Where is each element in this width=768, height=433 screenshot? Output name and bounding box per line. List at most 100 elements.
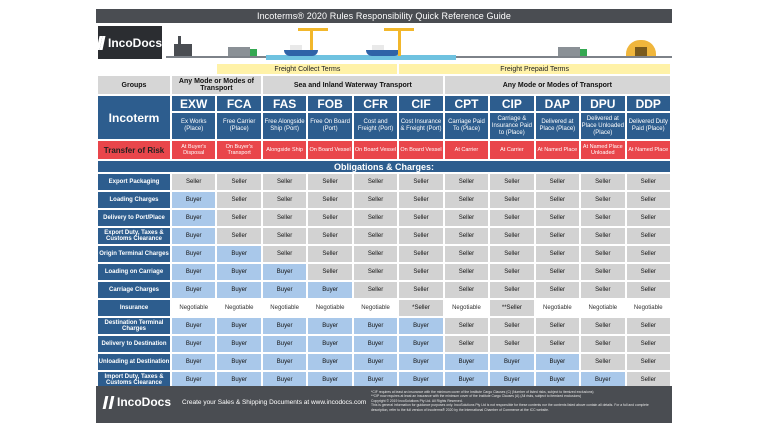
obligation-cell: Seller xyxy=(535,228,580,244)
obligation-cell: Buyer xyxy=(262,336,307,352)
obligation-cell: Negotiable xyxy=(581,300,625,316)
obligation-cell: Seller xyxy=(399,282,443,298)
obligation-cell: Buyer xyxy=(353,354,398,370)
obligation-cell: Seller xyxy=(399,264,443,280)
obligation-label: Loading on Carriage xyxy=(98,264,170,280)
obligation-label: Insurance xyxy=(98,300,170,316)
obligation-cell: Seller xyxy=(535,174,580,190)
risk-cell-fob: On Board Vessel xyxy=(308,141,352,159)
risk-cell-ddp: At Named Place xyxy=(626,141,670,159)
obligation-cell: Buyer xyxy=(217,372,261,388)
incoterm-desc-ddp: Delivered Duty Paid (Place) xyxy=(626,113,670,139)
obligation-cell: Buyer xyxy=(490,372,534,388)
incoterm-desc-dpu: Delivered at Place Unloaded (Place) xyxy=(581,113,625,139)
obligation-cell: Seller xyxy=(626,318,670,334)
obligation-label: Delivery to Destination xyxy=(98,336,170,352)
obligation-cell: Buyer xyxy=(262,282,307,298)
obligation-cell: Seller xyxy=(444,210,489,226)
obligation-cell: Seller xyxy=(444,228,489,244)
truck-icon xyxy=(228,47,250,56)
incoterm-desc-cif: Cost Insurance & Freight (Port) xyxy=(399,113,443,139)
obligation-cell: Seller xyxy=(353,246,398,262)
incoterm-desc-fas: Free Alongside Ship (Port) xyxy=(262,113,307,139)
obligation-cell: Seller xyxy=(444,174,489,190)
obligation-cell: Seller xyxy=(535,282,580,298)
obligation-cell: Buyer xyxy=(262,264,307,280)
obligation-cell: Seller xyxy=(535,318,580,334)
obligation-cell: Seller xyxy=(581,282,625,298)
banner: IncoDocs xyxy=(96,23,672,62)
obligation-cell: Buyer xyxy=(353,318,398,334)
obligation-cell: Buyer xyxy=(172,192,216,208)
obligation-cell: Buyer xyxy=(217,282,261,298)
groups-label: Groups xyxy=(98,76,170,94)
logo-text: IncoDocs xyxy=(108,35,163,50)
obligation-cell: Seller xyxy=(217,228,261,244)
obligation-cell: Seller xyxy=(353,192,398,208)
obligation-cell: Seller xyxy=(490,228,534,244)
chimney-icon xyxy=(178,36,181,44)
obligation-cell: Negotiable xyxy=(262,300,307,316)
footer: IncoDocs Create your Sales & Shipping Do… xyxy=(96,386,672,423)
risk-cell-cip: At Carrier xyxy=(490,141,534,159)
obligation-cell: Seller xyxy=(308,174,352,190)
sea-water xyxy=(266,55,456,60)
obligation-cell: Seller xyxy=(626,336,670,352)
obligation-row: Destination Terminal Charges Buyer Buyer Bu… xyxy=(98,318,670,334)
obligation-cell: Seller xyxy=(262,210,307,226)
truck-icon-2 xyxy=(558,47,580,56)
truck-cab-icon xyxy=(250,49,257,56)
risk-cell-fas: Alongside Ship xyxy=(262,141,307,159)
obligation-label: Destination Terminal Charges xyxy=(98,318,170,334)
obligation-cell: Seller xyxy=(581,210,625,226)
obligation-cell: Buyer xyxy=(172,246,216,262)
obligation-cell: Seller xyxy=(581,264,625,280)
incoterm-code-ddp: DDP xyxy=(626,96,670,111)
obligation-cell: Buyer xyxy=(262,372,307,388)
obligation-cell: Buyer xyxy=(308,372,352,388)
obligation-cell: Seller xyxy=(353,228,398,244)
obligation-cell: Buyer xyxy=(308,354,352,370)
obligation-cell: Buyer xyxy=(399,318,443,334)
ship-cabin-icon xyxy=(290,45,302,50)
obligation-cell: Negotiable xyxy=(626,300,670,316)
incoterm-code-row: Incoterm EXW FCA FAS FOB CFR CIF CPT CIP DAP DPU D… xyxy=(98,96,670,139)
incoterm-desc-cip: Carriage & Insurance Paid to (Place) xyxy=(490,113,534,139)
obligation-cell: Seller xyxy=(308,246,352,262)
incoterm-code-cfr: CFR xyxy=(353,96,398,111)
obligation-cell: Buyer xyxy=(444,354,489,370)
obligation-row: Unloading at Destination Buyer Buyer Buyer B… xyxy=(98,354,670,370)
logo-mark-icon xyxy=(96,35,106,50)
ship-icon-2 xyxy=(366,50,400,56)
obligation-cell: Seller xyxy=(490,174,534,190)
crane-icon xyxy=(310,28,313,56)
footer-notes: *CIF requires at least an insurance with… xyxy=(371,390,667,412)
obligation-cell: Buyer xyxy=(217,318,261,334)
obligation-cell: Seller xyxy=(262,246,307,262)
crane-icon-2 xyxy=(398,28,401,56)
incoterm-code-cpt: CPT xyxy=(444,96,489,111)
footer-tagline: Create your Sales & Shipping Documents a… xyxy=(182,399,367,406)
risk-cell-dap: At Named Place xyxy=(535,141,580,159)
transfer-of-risk-row: Transfer of Risk At Buyer's Disposal On B… xyxy=(98,141,670,159)
obligation-cell: Buyer xyxy=(172,372,216,388)
obligation-cell: Seller xyxy=(262,192,307,208)
obligation-cell: Buyer xyxy=(217,354,261,370)
obligation-cell: Seller xyxy=(490,318,534,334)
obligation-cell: Buyer xyxy=(399,354,443,370)
risk-cell-dpu: At Named Place Unloaded xyxy=(581,141,625,159)
footer-logo-mark-icon xyxy=(102,395,115,409)
obligation-cell: Seller xyxy=(581,192,625,208)
obligation-cell: Seller xyxy=(490,282,534,298)
risk-cell-exw: At Buyer's Disposal xyxy=(172,141,216,159)
obligation-row: Carriage Charges Buyer Buyer Buyer Buyer Sell… xyxy=(98,282,670,298)
ship-icon xyxy=(284,50,318,56)
incoterm-desc-row: Ex Works (Place) Free Carrier (Place) Free… xyxy=(98,113,670,139)
obligation-cell: Seller xyxy=(535,192,580,208)
obligation-cell: Seller xyxy=(535,336,580,352)
footer-note: Copyright © 2019 IncoSolutions Pty Ltd. … xyxy=(371,398,463,403)
obligation-cell: Seller xyxy=(626,264,670,280)
crane-arm-icon-2 xyxy=(384,28,414,31)
group-sea: Sea and Inland Waterway Transport xyxy=(262,76,443,94)
incodocs-logo: IncoDocs xyxy=(96,26,163,59)
